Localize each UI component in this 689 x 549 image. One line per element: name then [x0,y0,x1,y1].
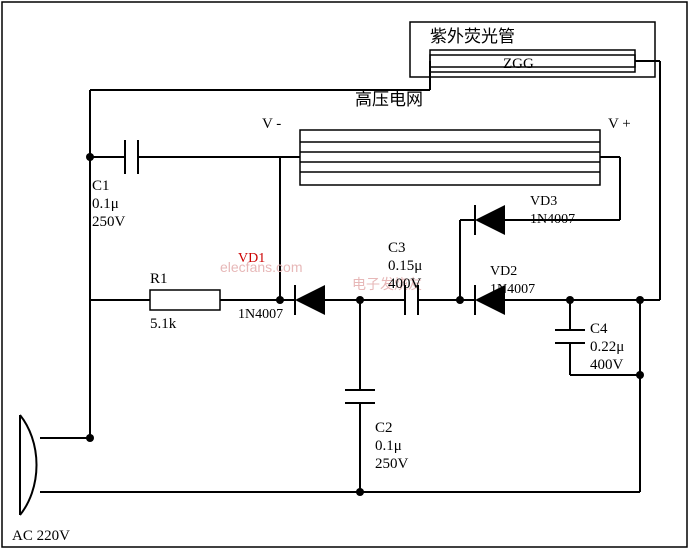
c2-volt: 250V [375,456,409,472]
c1-volt: 250V [92,214,126,230]
vd2-part: 1N4007 [490,282,535,297]
c3-ref: C3 [388,240,406,256]
cap-c2 [345,300,375,496]
vd1-part: 1N4007 [238,307,283,322]
c2-ref: C2 [375,420,393,436]
c3-volt: 400V [388,276,422,292]
circuit-diagram: AC 220V 紫外荧光管 ZGG 高压电网 V - V + C1 0.1μ [0,0,689,549]
hv-grid-label: 高压电网 [355,90,423,109]
c1-ref: C1 [92,178,110,194]
ac-plug [20,415,90,515]
r1-val: 5.1k [150,316,177,332]
uv-tube: 紫外荧光管 ZGG [410,22,660,300]
uv-tube-label-en: ZGG [503,56,534,72]
v-minus: V - [262,116,281,132]
c1-val: 0.1μ [92,196,119,212]
vd1-ref: VD1 [238,251,265,266]
hv-grid: 高压电网 V - V + [262,90,631,220]
c4-ref: C4 [590,321,608,337]
ac-label: AC 220V [12,528,70,544]
diode-vd1 [280,285,360,315]
c3-val: 0.15μ [388,258,422,274]
v-plus: V + [608,116,631,132]
uv-tube-label-cn: 紫外荧光管 [430,27,515,46]
vd3-ref: VD3 [530,194,557,209]
vd2-ref: VD2 [490,264,517,279]
vd3-part: 1N4007 [530,212,575,227]
c4-val: 0.22μ [590,339,624,355]
frame [2,2,687,547]
r1-ref: R1 [150,271,168,287]
c2-val: 0.1μ [375,438,402,454]
cap-c1 [86,140,280,174]
c4-volt: 400V [590,357,624,373]
